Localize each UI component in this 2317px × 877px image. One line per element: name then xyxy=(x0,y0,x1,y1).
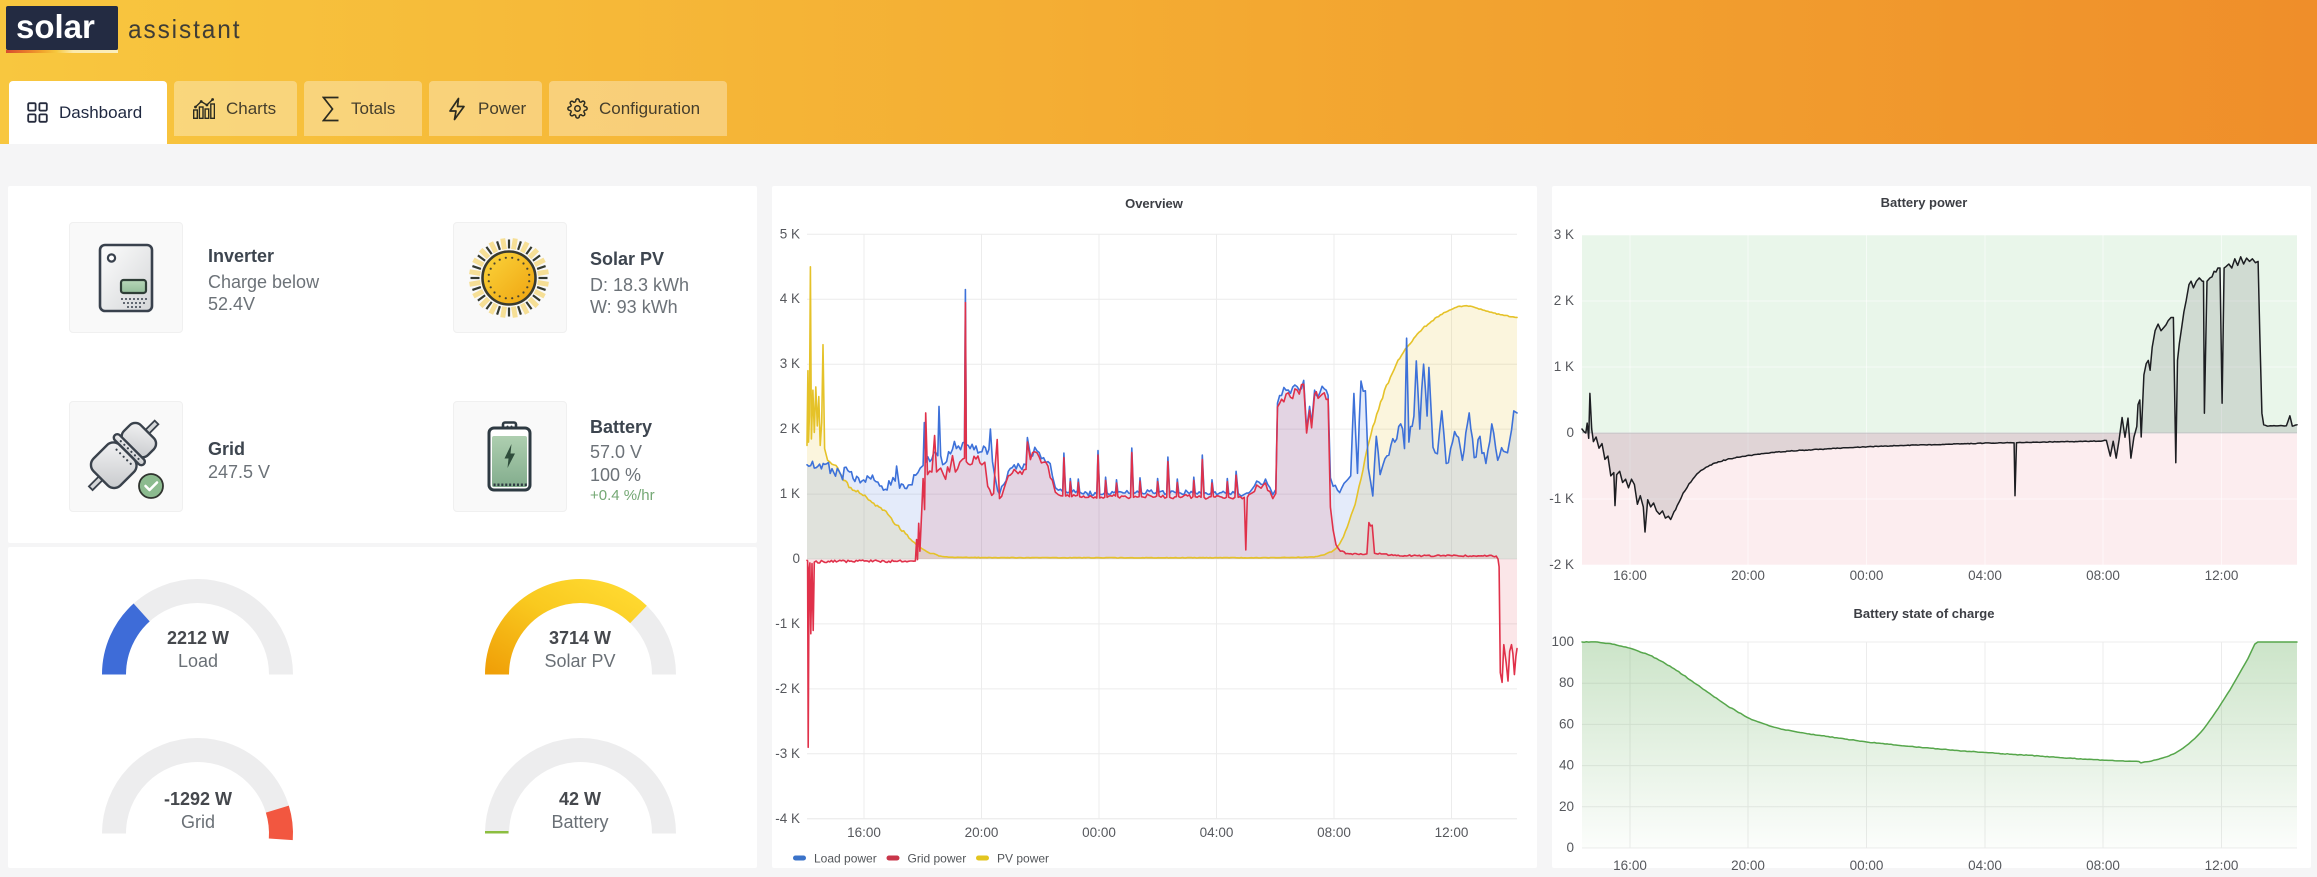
svg-text:00:00: 00:00 xyxy=(1082,825,1116,840)
svg-text:4 K: 4 K xyxy=(780,291,800,306)
svg-text:40: 40 xyxy=(1559,758,1574,773)
svg-text:Overview: Overview xyxy=(1125,196,1184,211)
svg-text:04:00: 04:00 xyxy=(1200,825,1234,840)
svg-text:0: 0 xyxy=(1566,425,1574,440)
svg-text:16:00: 16:00 xyxy=(1613,568,1647,583)
svg-text:1 K: 1 K xyxy=(780,486,800,501)
svg-text:Grid power: Grid power xyxy=(908,852,967,866)
svg-text:-1 K: -1 K xyxy=(775,616,800,631)
svg-text:12:00: 12:00 xyxy=(2205,568,2239,583)
svg-text:2 K: 2 K xyxy=(780,421,800,436)
svg-text:20:00: 20:00 xyxy=(1731,568,1765,583)
svg-text:2 K: 2 K xyxy=(1554,293,1574,308)
svg-text:20: 20 xyxy=(1559,799,1574,814)
svg-text:00:00: 00:00 xyxy=(1850,568,1884,583)
svg-text:-2 K: -2 K xyxy=(775,681,800,696)
svg-text:Battery power: Battery power xyxy=(1881,195,1968,210)
svg-text:3 K: 3 K xyxy=(780,356,800,371)
svg-text:16:00: 16:00 xyxy=(1613,858,1647,873)
svg-text:0: 0 xyxy=(792,551,800,566)
svg-text:20:00: 20:00 xyxy=(1731,858,1765,873)
svg-text:PV power: PV power xyxy=(997,852,1049,866)
svg-text:0: 0 xyxy=(1566,840,1574,855)
svg-text:20:00: 20:00 xyxy=(965,825,999,840)
svg-text:04:00: 04:00 xyxy=(1968,568,2002,583)
svg-text:3 K: 3 K xyxy=(1554,227,1574,242)
svg-text:08:00: 08:00 xyxy=(2086,568,2120,583)
svg-text:5 K: 5 K xyxy=(780,226,800,241)
svg-text:12:00: 12:00 xyxy=(1435,825,1469,840)
svg-text:08:00: 08:00 xyxy=(2086,858,2120,873)
svg-text:08:00: 08:00 xyxy=(1317,825,1351,840)
svg-text:16:00: 16:00 xyxy=(847,825,881,840)
svg-text:1 K: 1 K xyxy=(1554,359,1574,374)
svg-text:12:00: 12:00 xyxy=(2205,858,2239,873)
svg-text:60: 60 xyxy=(1559,716,1574,731)
svg-text:80: 80 xyxy=(1559,675,1574,690)
svg-text:-2 K: -2 K xyxy=(1549,557,1574,572)
svg-text:-4 K: -4 K xyxy=(775,811,800,826)
svg-text:100: 100 xyxy=(1551,634,1574,649)
svg-text:04:00: 04:00 xyxy=(1968,858,2002,873)
svg-text:00:00: 00:00 xyxy=(1850,858,1884,873)
svg-text:Load power: Load power xyxy=(814,852,877,866)
svg-text:-3 K: -3 K xyxy=(775,746,800,761)
svg-text:-1 K: -1 K xyxy=(1549,491,1574,506)
svg-text:Battery state of charge: Battery state of charge xyxy=(1854,606,1995,621)
